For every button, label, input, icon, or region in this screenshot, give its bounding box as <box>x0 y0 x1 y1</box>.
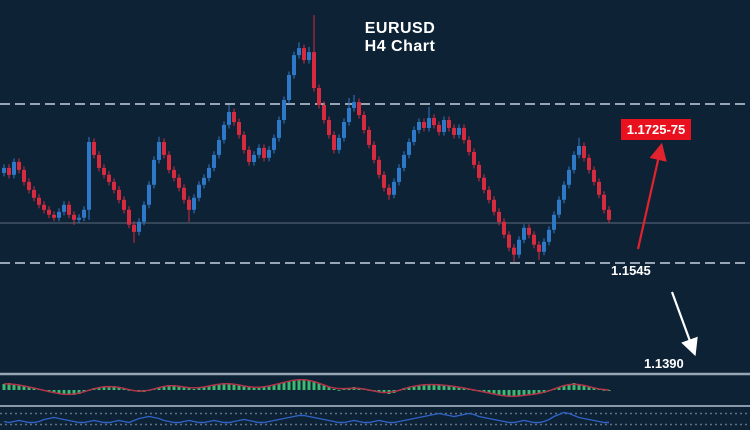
level-lines-layer <box>0 103 750 376</box>
target-price-label: 1.1390 <box>644 356 684 371</box>
chart-title-symbol: EURUSD <box>364 20 436 37</box>
candlesticks-layer <box>2 15 611 262</box>
chart-title-timeframe: H4 Chart <box>364 38 436 55</box>
oscillator-panel-layer <box>0 411 750 426</box>
annotation-arrows-layer <box>636 142 698 357</box>
chart-title: EURUSD H4 Chart <box>300 20 500 56</box>
resistance-zone-label: 1.1725-75 <box>621 119 691 140</box>
macd-panel-layer <box>0 379 750 407</box>
support-price-label: 1.1545 <box>611 263 651 278</box>
